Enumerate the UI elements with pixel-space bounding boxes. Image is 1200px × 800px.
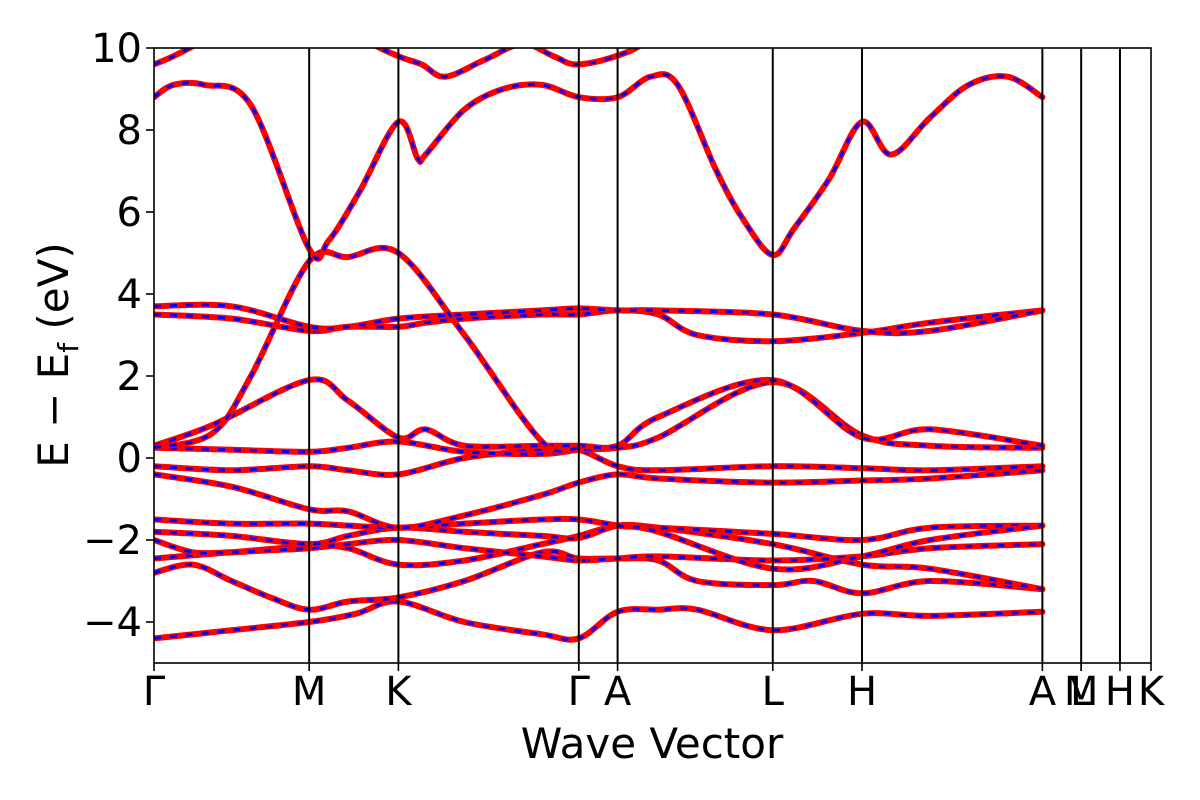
y-tick-label: 2 bbox=[117, 354, 142, 400]
y-axis-ticks: −4 −2 0 2 4 6 8 10 bbox=[83, 26, 154, 646]
band-14-red bbox=[154, 48, 643, 80]
band-13-blue bbox=[154, 72, 1044, 261]
x-tick-label-4: A bbox=[604, 669, 632, 715]
band-4-blue bbox=[154, 523, 1043, 546]
x-tick-label-8: L bbox=[1070, 669, 1093, 715]
y-tick-label: −4 bbox=[83, 600, 142, 646]
y-tick-label: 8 bbox=[117, 108, 142, 154]
y-tick-label: 0 bbox=[117, 436, 142, 482]
x-tick-label-7: A bbox=[1029, 669, 1057, 715]
y-tick-label: 6 bbox=[117, 190, 142, 236]
plot-frame bbox=[153, 47, 1152, 664]
x-axis-label: Wave Vector bbox=[521, 719, 784, 768]
x-tick-label-5: L bbox=[762, 669, 785, 715]
x-tick-label-1: M bbox=[292, 669, 327, 715]
y-tick-label: 10 bbox=[91, 26, 142, 72]
x-tick-label-2: K bbox=[385, 669, 413, 715]
band-10-blue bbox=[154, 308, 1043, 343]
x-tick-label-0: Γ bbox=[143, 669, 166, 715]
band-12-red bbox=[154, 244, 582, 455]
x-tick-label-11: K bbox=[1138, 669, 1166, 715]
band-11-blue bbox=[154, 303, 1043, 335]
y-tick-label: −2 bbox=[83, 518, 142, 564]
high-symmetry-lines bbox=[308, 48, 1121, 663]
band-1-blue bbox=[154, 549, 1043, 612]
y-tick-label: 4 bbox=[117, 272, 142, 318]
band-0-blue bbox=[154, 599, 1043, 642]
x-axis-ticks: Γ M K Γ A L H A LM H K bbox=[143, 663, 1166, 715]
x-tick-label-9: M bbox=[1064, 669, 1099, 715]
plot-area bbox=[154, 48, 1151, 663]
x-tick-label-3: Γ bbox=[568, 669, 591, 715]
band-3-blue bbox=[154, 538, 1043, 563]
band-9-blue bbox=[154, 377, 1043, 450]
band-5-blue bbox=[154, 517, 1043, 571]
y-axis-label: E − Ef (eV) bbox=[29, 242, 85, 468]
x-tick-label-6: H bbox=[847, 669, 877, 715]
x-tick-label-10: H bbox=[1105, 669, 1135, 715]
